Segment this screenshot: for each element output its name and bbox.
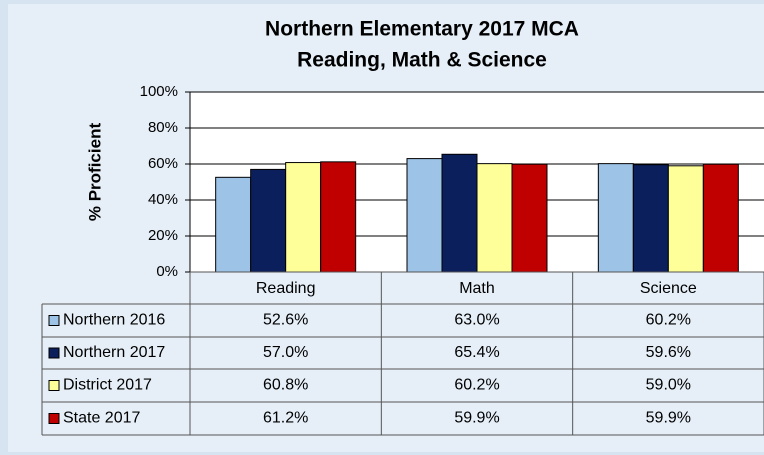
table-value: 63.0% [454,312,499,329]
chart-subtitle: Reading, Math & Science [297,49,547,72]
bar [597,163,634,273]
bar [476,163,513,273]
y-tick-label: 100% [140,83,178,100]
legend-label: Northern 2017 [63,344,165,361]
x-tick-label: Science [640,280,697,297]
y-tick-label: 80% [148,119,178,136]
table-value: 60.2% [646,312,691,329]
bar [632,164,669,273]
table-value: 59.9% [454,410,499,427]
y-tick-label: 0% [156,263,178,280]
table-value: 57.0% [263,344,308,361]
y-axis-label: % Proficient [85,123,104,222]
legend-key [48,413,60,424]
table-value: 60.2% [454,377,499,394]
legend-key [48,315,60,326]
bar [320,161,357,273]
legend-key [48,380,60,391]
bar [406,158,443,273]
table-value: 61.2% [263,410,308,427]
legend-label: State 2017 [63,410,141,427]
y-tick-label: 60% [148,155,178,172]
bar [702,163,739,273]
legend-label: Northern 2016 [63,312,165,329]
table-value: 59.0% [646,377,691,394]
legend-key [48,347,60,359]
bar [667,165,704,273]
bar [215,176,252,273]
y-tick-label: 40% [148,191,178,208]
legend-label: District 2017 [63,377,152,394]
bar [441,153,478,273]
bar [285,162,322,273]
chart-title: Northern Elementary 2017 MCA [265,18,579,41]
bar [511,163,548,273]
table-value: 65.4% [454,344,499,361]
x-tick-label: Reading [256,280,316,297]
table-value: 59.9% [646,410,691,427]
table-value: 60.8% [263,377,308,394]
bar [250,168,287,273]
table-value: 59.6% [646,344,691,361]
table-value: 52.6% [263,312,308,329]
x-tick-label: Math [459,280,495,297]
y-tick-label: 20% [148,227,178,244]
